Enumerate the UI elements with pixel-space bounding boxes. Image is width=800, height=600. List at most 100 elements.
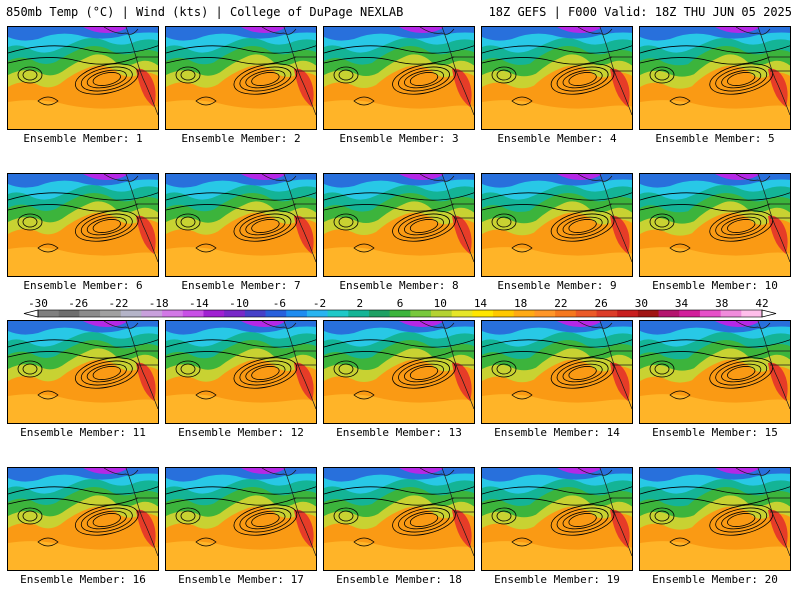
- colorbar-bin: [534, 310, 556, 317]
- arctic-air-region: [241, 174, 286, 180]
- small-closed-contour: [353, 96, 375, 106]
- subtropical-warm-region: [324, 247, 474, 276]
- colorbar-tick-label: 26: [594, 297, 607, 310]
- colorbar-bin: [38, 310, 60, 317]
- arctic-air-region: [241, 27, 286, 33]
- colorbar-tick-label: 22: [554, 297, 567, 310]
- small-closed-contour: [353, 390, 375, 400]
- colorbar-bin: [265, 310, 287, 317]
- low-pressure-contour: [17, 66, 43, 84]
- temperature-wind-map: [323, 320, 475, 424]
- low-pressure-contour: [333, 213, 359, 231]
- arctic-air-region: [83, 174, 128, 180]
- low-pressure-contour: [654, 363, 670, 375]
- small-closed-contour: [669, 390, 691, 400]
- ensemble-member-label: Ensemble Member: 13: [336, 426, 462, 439]
- low-pressure-contour: [338, 69, 354, 81]
- colorbar-bin: [162, 310, 184, 317]
- alaska-coast-outline: [103, 174, 139, 182]
- small-closed-contour: [37, 96, 59, 106]
- jet-contour: [640, 45, 790, 54]
- coastline-boundaries: [735, 468, 790, 557]
- high-pressure-contour: [74, 504, 139, 536]
- colorbar-bin: [182, 310, 204, 317]
- jet-contour: [324, 339, 474, 348]
- hot-airmass-region: [768, 215, 788, 254]
- small-closed-contour: [511, 96, 533, 106]
- small-closed-contour: [511, 390, 533, 400]
- high-pressure-contour: [86, 216, 127, 236]
- high-pressure-contour: [409, 219, 439, 233]
- state-border: [136, 497, 158, 513]
- ensemble-member-label: Ensemble Member: 11: [20, 426, 146, 439]
- colorbar-bin: [513, 310, 535, 317]
- small-closed-contour: [353, 243, 375, 253]
- arctic-air-region: [557, 27, 602, 33]
- alaska-coast-outline: [577, 174, 613, 182]
- low-pressure-contour: [491, 360, 517, 378]
- wind-contours: [8, 339, 158, 400]
- high-pressure-contour: [715, 360, 768, 386]
- arctic-air-region: [715, 468, 760, 474]
- coastline-boundaries: [577, 468, 632, 557]
- jet-contour: [324, 486, 474, 495]
- alaska-coast-outline: [419, 321, 455, 329]
- temperature-wind-map: [165, 467, 317, 571]
- wind-contours: [166, 192, 316, 253]
- arctic-air-region: [399, 468, 444, 474]
- temperature-colorbar: -30 -26 -22 -18 -14 -10 -6 -2 2 6 10 14 18 22 26 30 34 38…: [0, 296, 800, 320]
- high-pressure-contour: [80, 507, 133, 533]
- hot-airmass-region: [610, 68, 630, 107]
- subtropical-warm-region: [166, 541, 316, 570]
- temperature-wind-map: [7, 26, 159, 130]
- low-pressure-contour: [649, 213, 675, 231]
- high-pressure-contour: [562, 363, 603, 383]
- low-pressure-contour: [654, 216, 670, 228]
- coastline-boundaries: [419, 27, 474, 116]
- state-border: [610, 203, 632, 219]
- low-pressure-contour: [338, 510, 354, 522]
- alaska-coast-outline: [419, 27, 455, 35]
- temperature-wind-map: [481, 467, 633, 571]
- state-border: [294, 497, 316, 513]
- temperature-wind-map: [323, 467, 475, 571]
- west-coast-outline: [125, 321, 158, 410]
- high-pressure-contour: [403, 363, 445, 383]
- colorbar-bin: [720, 310, 742, 317]
- high-pressure-contour: [556, 360, 609, 386]
- colorbar-bin: [58, 310, 80, 317]
- coastline-boundaries: [577, 174, 632, 263]
- state-border: [294, 350, 316, 366]
- high-pressure-contour: [715, 213, 768, 239]
- high-pressure-contour: [727, 219, 756, 233]
- wind-contours: [640, 339, 790, 400]
- high-pressure-contour: [392, 504, 456, 536]
- jet-contour: [482, 497, 613, 506]
- colorbar-bin: [348, 310, 370, 317]
- wind-contours: [324, 192, 474, 253]
- high-pressure-contour: [251, 72, 280, 86]
- high-pressure-contour: [403, 510, 445, 530]
- high-pressure-contour: [568, 72, 597, 86]
- high-pressure-contour: [92, 513, 121, 527]
- jet-contour: [166, 486, 316, 495]
- subtropical-warm-region: [324, 541, 474, 570]
- jet-contour: [8, 203, 139, 212]
- high-pressure-contour: [550, 63, 615, 95]
- jet-contour: [482, 192, 632, 201]
- coastline-boundaries: [261, 174, 316, 263]
- colorbar-tick-label: -14: [189, 297, 209, 310]
- jet-contour: [640, 339, 790, 348]
- high-pressure-contour: [550, 357, 615, 389]
- hot-airmass-region: [610, 362, 630, 401]
- hot-airmass-region: [768, 68, 788, 107]
- low-pressure-contour: [649, 360, 675, 378]
- jet-contour: [166, 45, 316, 54]
- low-pressure-contour: [22, 216, 38, 228]
- high-pressure-contour: [562, 216, 603, 236]
- colorbar-bin: [203, 310, 225, 317]
- small-closed-contour: [37, 390, 59, 400]
- coastline-boundaries: [261, 468, 316, 557]
- colorbar-bin: [679, 310, 701, 317]
- high-pressure-contour: [92, 219, 121, 233]
